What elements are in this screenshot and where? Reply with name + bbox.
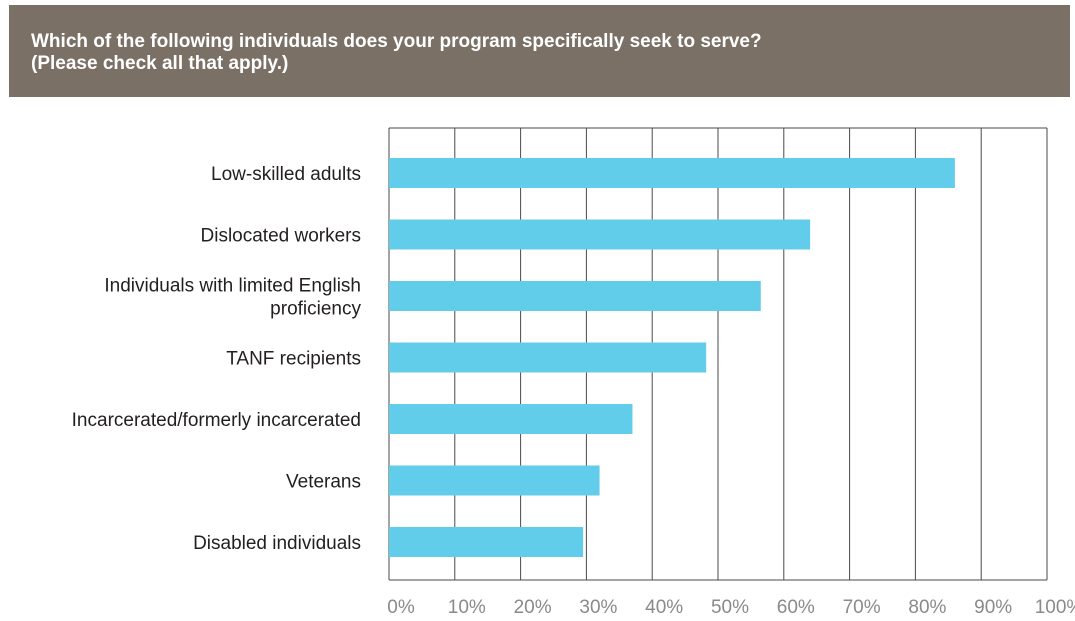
category-label: proficiency (270, 299, 361, 320)
bar (389, 404, 633, 434)
category-label: Veterans (286, 472, 361, 493)
category-label: TANF recipients (226, 349, 361, 370)
chart-bars (389, 158, 955, 557)
bar (389, 219, 811, 250)
bar (389, 342, 707, 373)
tick-label: 90% (974, 597, 1012, 618)
category-label: Incarcerated/formerly incarcerated (72, 410, 361, 431)
tick-label: 20% (514, 597, 552, 618)
tick-label: 80% (908, 597, 946, 618)
category-label: Disabled individuals (193, 533, 361, 554)
bar (389, 281, 761, 311)
x-axis-ticks: 0% 10% 20% 30% 40% 50% 60% 70% 80% 90% 100% (387, 597, 1075, 618)
tick-label: 50% (711, 597, 749, 618)
category-label: Dislocated workers (201, 226, 362, 247)
category-label: Individuals with limited English (104, 276, 361, 297)
tick-label: 100% (1035, 597, 1075, 618)
tick-label: 30% (579, 597, 617, 618)
bar (389, 527, 584, 557)
tick-label: 60% (777, 597, 815, 618)
bar (389, 158, 955, 188)
tick-label: 40% (645, 597, 683, 618)
chart-title: Which of the following individuals does … (31, 31, 762, 74)
tick-label: 70% (843, 597, 881, 618)
category-labels: Low-skilled adults Dislocated workers Indi… (72, 164, 362, 554)
bar (389, 465, 600, 496)
category-label: Low-skilled adults (211, 164, 361, 185)
chart-header: Which of the following individuals does … (9, 5, 1070, 97)
chart-grid (388, 127, 1048, 581)
tick-label: 10% (448, 597, 486, 618)
tick-label: 0% (387, 597, 415, 618)
